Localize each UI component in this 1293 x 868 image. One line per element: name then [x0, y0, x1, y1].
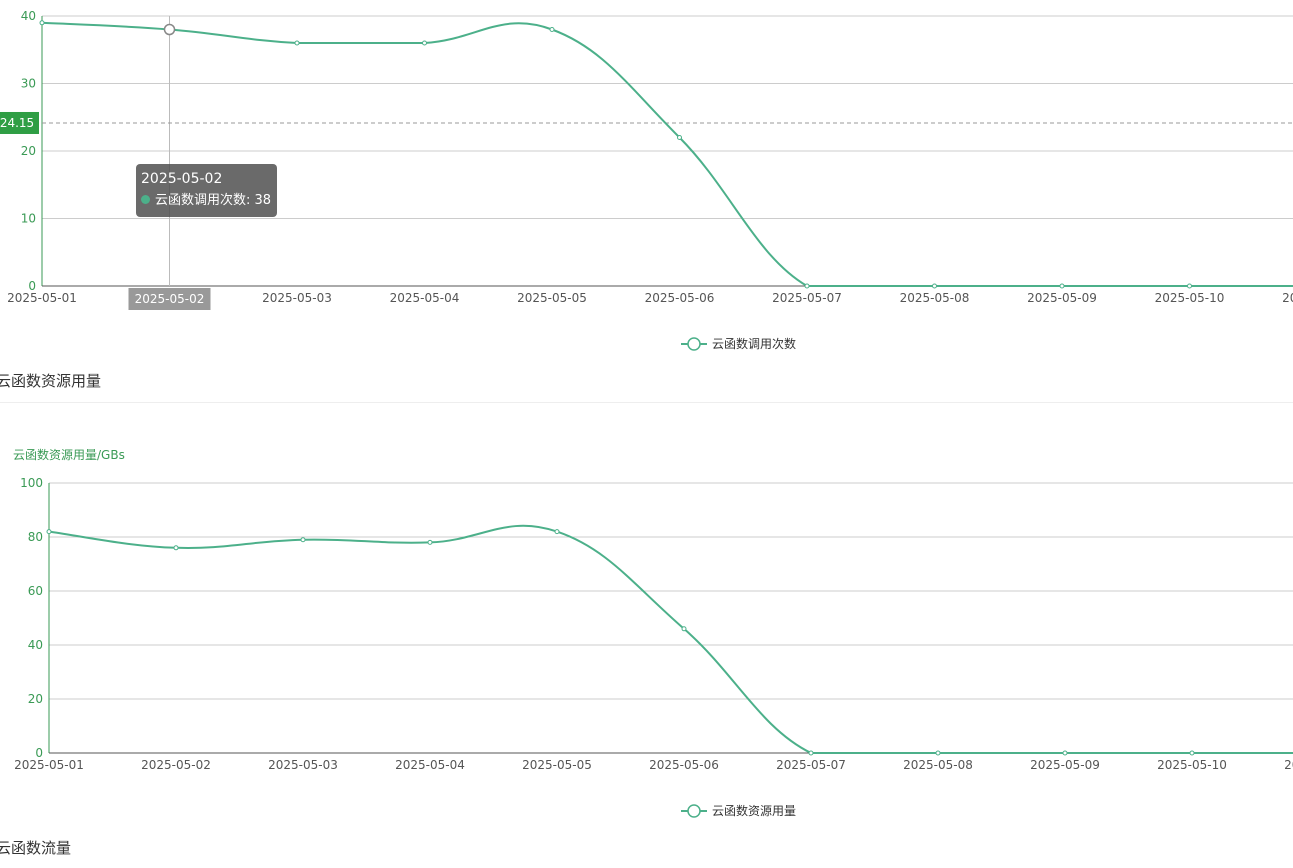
- legend-marker: [687, 337, 701, 351]
- data-point: [1187, 283, 1192, 289]
- data-point: [163, 23, 176, 36]
- x-tick-label: 2025-05-01: [7, 291, 77, 305]
- x-tick-label: 2025-05-11: [1282, 291, 1293, 305]
- x-tick-label: 2025-05-03: [262, 291, 332, 305]
- tooltip-series-dot: [141, 195, 150, 204]
- data-point: [681, 626, 687, 632]
- legend-marker: [687, 804, 701, 818]
- x-tick-label: 2025-05-06: [645, 291, 715, 305]
- data-point: [554, 529, 560, 535]
- data-point: [46, 529, 52, 535]
- data-point: [677, 135, 682, 140]
- series-line: [48, 524, 1293, 754]
- y-tick-label: 20: [21, 144, 36, 158]
- data-point: [300, 537, 306, 543]
- tooltip-date: 2025-05-02: [141, 171, 223, 187]
- data-point: [422, 40, 427, 46]
- tooltip-row: 云函数调用次数: 38: [141, 190, 271, 211]
- x-axis-pointer-badge: [128, 288, 211, 310]
- y-axis-label: 云函数资源用量/GBs: [13, 447, 125, 462]
- series-line: [41, 21, 1293, 288]
- y-tick-label: 100: [20, 476, 43, 490]
- y-tick-label: 40: [21, 9, 36, 23]
- x-tick-label: 2025-05-08: [903, 758, 973, 772]
- x-tick-label: 2025-05-08: [900, 291, 970, 305]
- resource-chart: 云函数资源用量/GBs 0 20 40 60 80 100 2025-05-01 2025-05…: [13, 447, 1293, 818]
- legend-label: 云函数资源用量: [712, 803, 796, 818]
- average-label: 24.15: [0, 116, 34, 130]
- y-tick-label: 0: [28, 279, 36, 293]
- x-tick-label: 2025-05-09: [1027, 291, 1097, 305]
- y-tick-label: 10: [21, 212, 36, 226]
- y-tick-label: 40: [28, 638, 43, 652]
- x-tick-label: 2025-05-05: [522, 758, 592, 772]
- x-tick-label: 2025-05-11: [1284, 758, 1293, 772]
- legend-label: 云函数调用次数: [712, 336, 796, 351]
- x-tick-label: 2025-05-04: [390, 291, 460, 305]
- x-tick-label: 2025-05-09: [1030, 758, 1100, 772]
- x-tick-label: 2025-05-10: [1157, 758, 1227, 772]
- x-tick-label: 2025-05-01: [14, 758, 84, 772]
- data-point: [294, 40, 300, 46]
- x-tick-label: 2025-05-03: [268, 758, 338, 772]
- x-tick-label: 2025-05-05: [517, 291, 587, 305]
- average-badge: [0, 111, 39, 134]
- y-tick-label: 30: [21, 77, 36, 91]
- y-tick-label: 60: [28, 584, 43, 598]
- data-point: [549, 27, 555, 32]
- section-title-resource: 云函数资源用量: [0, 372, 102, 390]
- x-tick-label: 2025-05-07: [772, 291, 842, 305]
- y-tick-label: 80: [28, 530, 43, 544]
- x-tick-label: 2025-05-04: [395, 758, 465, 772]
- x-tick-label: 2025-05-06: [649, 758, 719, 772]
- x-tick-label: 2025-05-02: [141, 758, 211, 772]
- data-point: [808, 750, 814, 756]
- y-tick-label: 20: [28, 692, 43, 706]
- data-point: [935, 750, 941, 756]
- data-point: [1189, 750, 1195, 756]
- data-point: [427, 539, 433, 545]
- y-tick-label: 0: [35, 746, 43, 760]
- data-point: [804, 283, 810, 289]
- data-point: [932, 283, 937, 289]
- x-tick-label: 2025-05-07: [776, 758, 846, 772]
- data-point: [39, 20, 45, 26]
- tooltip-value-text: 云函数调用次数: 38: [155, 193, 272, 208]
- data-point: [173, 545, 179, 551]
- data-point: [1059, 283, 1065, 289]
- x-tick-label: 2025-05-02: [135, 292, 205, 306]
- section-title-traffic: 云函数流量: [0, 839, 72, 857]
- invocation-chart: 0 10 20 30 40 2025-05-01 2025-05-02 2025-05-03 2…: [0, 9, 1293, 351]
- section-divider: [0, 402, 1293, 403]
- chart-tooltip: 2025-05-02 云函数调用次数: 38: [136, 164, 278, 217]
- data-point: [1062, 750, 1068, 756]
- x-tick-label: 2025-05-10: [1155, 291, 1225, 305]
